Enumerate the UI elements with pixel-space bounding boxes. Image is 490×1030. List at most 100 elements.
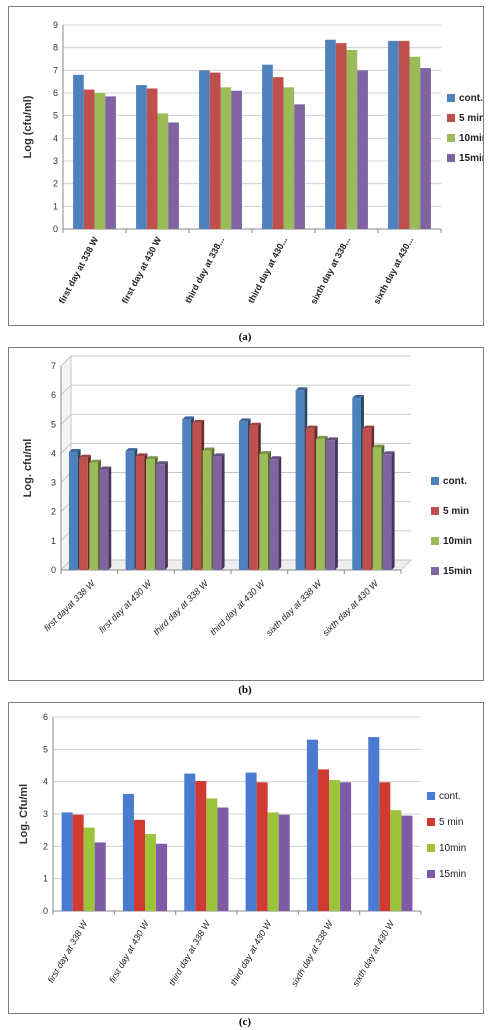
bar-top bbox=[259, 451, 272, 455]
bar-1-3 bbox=[156, 843, 168, 911]
y-tick-label: 0 bbox=[53, 224, 58, 234]
bar-1-3 bbox=[156, 464, 165, 570]
bar-4-3 bbox=[357, 70, 368, 229]
legend-swatch bbox=[447, 134, 455, 142]
bar-top bbox=[202, 447, 215, 451]
bar-5-0 bbox=[388, 40, 399, 229]
bar-4-3 bbox=[326, 440, 335, 570]
bar-top bbox=[182, 416, 194, 420]
y-axis-label: Log (cfu/ml) bbox=[22, 95, 34, 158]
bar-top bbox=[372, 444, 385, 448]
x-category-label: sixth day at 338 W bbox=[264, 577, 324, 637]
y-tick-label: 3 bbox=[53, 156, 58, 166]
bar-0-3 bbox=[94, 842, 106, 911]
y-tick-label: 2 bbox=[43, 841, 48, 851]
bar-5-1 bbox=[398, 40, 410, 229]
bar-top bbox=[146, 456, 158, 460]
x-category-label: third day at 430 W bbox=[208, 577, 268, 637]
bar-0-2 bbox=[83, 827, 95, 911]
legend-label: 5 min bbox=[443, 506, 469, 517]
legend-label: 15min bbox=[439, 869, 466, 880]
bar-side bbox=[278, 456, 282, 570]
legend-swatch bbox=[431, 477, 439, 485]
caption-a: (a) bbox=[238, 331, 252, 343]
bar-0-2 bbox=[94, 93, 106, 229]
legend-swatch bbox=[427, 818, 435, 826]
bar-side bbox=[164, 461, 168, 570]
bar-top bbox=[362, 425, 375, 429]
bar-2-2 bbox=[202, 450, 212, 570]
bar-0-0 bbox=[73, 74, 84, 229]
bar-2-1 bbox=[195, 781, 207, 911]
bar-side bbox=[221, 453, 225, 570]
legend-swatch bbox=[431, 507, 439, 515]
bar-top bbox=[212, 453, 225, 457]
bar-side bbox=[334, 437, 338, 570]
bar-1-2 bbox=[145, 834, 157, 911]
bar-4-1 bbox=[317, 769, 329, 911]
legend-label: 10min bbox=[459, 133, 483, 144]
x-category-label: first day at 430 W bbox=[107, 918, 151, 985]
bar-2-3 bbox=[217, 807, 229, 911]
bar-top bbox=[305, 425, 318, 429]
bar-top bbox=[238, 418, 251, 422]
bar-5-0 bbox=[352, 398, 361, 570]
x-category-label: first dayat 338 W bbox=[42, 577, 98, 633]
bar-top bbox=[269, 456, 282, 460]
bar-5-3 bbox=[382, 454, 392, 570]
bar-2-3 bbox=[231, 90, 242, 229]
bar-2-1 bbox=[209, 72, 221, 229]
x-category-label: first day at 338 W bbox=[46, 918, 90, 985]
legend-swatch bbox=[431, 567, 439, 575]
bar-3-0 bbox=[245, 772, 257, 911]
bar-top bbox=[79, 454, 91, 458]
y-tick-label: 4 bbox=[53, 133, 58, 143]
bar-top bbox=[125, 448, 138, 452]
bar-5-0 bbox=[368, 737, 380, 911]
bar-top bbox=[99, 466, 112, 470]
y-tick-label: 4 bbox=[43, 777, 48, 787]
x-category-label: sixth day at 430 W bbox=[321, 577, 381, 637]
y-tick-label: 7 bbox=[51, 361, 56, 371]
legend-label: 15min bbox=[443, 566, 472, 577]
x-category-label: third day at 338 W bbox=[151, 577, 211, 637]
bar-top bbox=[249, 422, 261, 426]
y-axis-label: Log. Cfu/ml bbox=[18, 784, 30, 845]
bar-0-0 bbox=[68, 451, 78, 570]
bar-0-2 bbox=[89, 462, 99, 570]
legend-swatch bbox=[447, 114, 455, 122]
legend-label: 10min bbox=[439, 843, 466, 854]
bar-top bbox=[89, 459, 102, 463]
y-tick-label: 1 bbox=[51, 536, 56, 546]
x-category-label: sixth day at 430 W bbox=[350, 918, 396, 988]
bar-1-0 bbox=[122, 793, 134, 911]
bar-2-1 bbox=[192, 422, 202, 570]
legend-label: cont. bbox=[459, 93, 483, 104]
y-tick-label: 3 bbox=[43, 809, 48, 819]
y-tick-label: 6 bbox=[51, 390, 56, 400]
bar-1-2 bbox=[146, 459, 155, 570]
y-tick-label: 2 bbox=[51, 507, 56, 517]
y-tick-label: 1 bbox=[53, 201, 58, 211]
y-tick-label: 5 bbox=[53, 111, 58, 121]
bar-side bbox=[391, 451, 395, 570]
bar-top bbox=[382, 451, 395, 455]
bar-top bbox=[316, 435, 328, 439]
y-tick-label: 6 bbox=[43, 712, 48, 722]
chart-panel-a: 0 1 2 3 4 5 6 7 8 9 first day at 338 W first day at… bbox=[8, 6, 484, 326]
bar-top bbox=[295, 387, 308, 391]
gridline bbox=[60, 355, 411, 367]
bar-top bbox=[156, 461, 168, 465]
x-category-label: third day at 430 W bbox=[228, 918, 274, 988]
x-category-label: first day at 430 W bbox=[120, 235, 164, 306]
bar-3-1 bbox=[272, 77, 284, 229]
bar-top bbox=[68, 448, 81, 452]
bar-4-3 bbox=[340, 782, 352, 911]
legend-label: 15min bbox=[459, 153, 483, 164]
bar-5-1 bbox=[362, 428, 372, 570]
bar-2-0 bbox=[184, 773, 196, 911]
bar-0-1 bbox=[79, 457, 88, 570]
caption-b: (b) bbox=[238, 684, 252, 696]
bar-3-1 bbox=[256, 782, 268, 911]
